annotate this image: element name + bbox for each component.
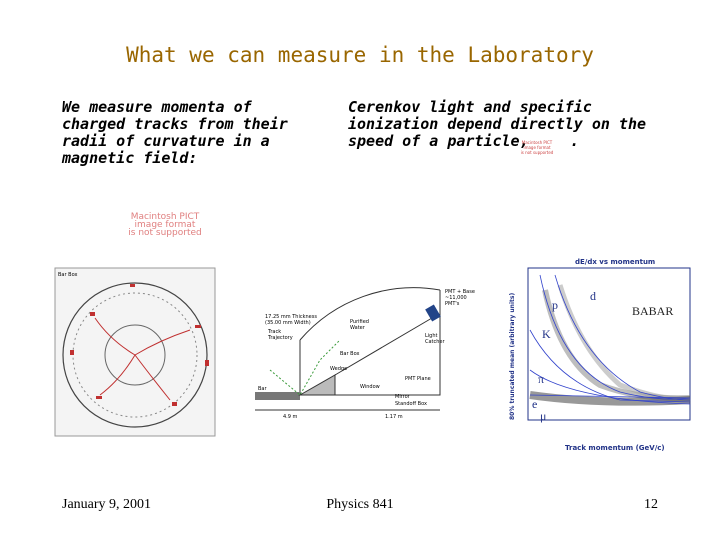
hits xyxy=(70,284,209,406)
text-line: speed of a particle, xyxy=(348,132,529,150)
large-placeholder: Macintosh PICT image format is not suppo… xyxy=(128,212,201,238)
placeholder-text: is not supported xyxy=(521,150,554,155)
footer-date: January 9, 2001 xyxy=(62,497,151,512)
dirc-diagram: PMT + Base ~11,000 PMT's Purified Water … xyxy=(255,287,475,420)
particle-label: π xyxy=(538,372,544,386)
label: ~11,000 xyxy=(445,295,467,301)
label: (35.00 mm Width) xyxy=(265,320,311,326)
footer-course: Physics 841 xyxy=(326,497,393,512)
light-path xyxy=(269,339,341,396)
particle-label: K xyxy=(542,327,551,341)
pmt-arm xyxy=(334,317,433,376)
particle-labels: p d K π e μ xyxy=(532,289,596,423)
placeholder-text: image format xyxy=(135,220,196,230)
label: Bar Box xyxy=(340,351,359,357)
label: 17.25 mm Thickness xyxy=(265,314,317,320)
pmt xyxy=(425,304,441,322)
particle-label: e xyxy=(532,397,537,411)
wedge xyxy=(298,374,336,396)
label: Light xyxy=(425,333,438,339)
band xyxy=(529,391,691,406)
placeholder-text: Macintosh PICT xyxy=(131,212,200,222)
label: Window xyxy=(360,384,380,390)
label: PMT Plane xyxy=(405,376,431,382)
outline xyxy=(299,290,441,396)
small-placeholder: Macintosh PICT image format is not suppo… xyxy=(521,140,554,155)
label: PMT + Base xyxy=(445,289,475,295)
text-line: We measure momenta of xyxy=(62,98,253,116)
detector-ring xyxy=(62,282,208,428)
event-display: Bar Box xyxy=(54,267,216,437)
detector-ring xyxy=(104,324,166,386)
label: Water xyxy=(350,325,366,331)
particle-label: μ xyxy=(540,409,546,423)
text-line: . xyxy=(570,132,579,150)
detector-ring xyxy=(72,292,198,418)
text-line: ionization depend directly on the xyxy=(348,115,646,133)
text-line: charged tracks from their xyxy=(62,115,288,133)
y-axis-label: 80% truncated mean (arbitrary units) xyxy=(509,293,516,420)
frame xyxy=(54,267,216,437)
label: Catcher xyxy=(425,339,446,345)
x-axis-label: Track momentum (GeV/c) xyxy=(565,444,665,452)
outline xyxy=(299,287,441,341)
left-text: We measure momenta of charged tracks fro… xyxy=(61,98,288,167)
particle-label: p xyxy=(552,298,558,312)
label: 1.17 m xyxy=(385,414,403,420)
label: Bar xyxy=(258,386,267,392)
label: Track xyxy=(267,329,281,335)
label: Trajectory xyxy=(267,335,293,341)
curves xyxy=(529,274,691,405)
bar xyxy=(255,392,300,400)
label: Standoff Box xyxy=(395,401,427,407)
slide-title: What we can measure in the Laboratory xyxy=(126,43,594,67)
footer-page: 12 xyxy=(644,497,658,512)
text-line: radii of curvature in a xyxy=(62,132,270,150)
placeholder-text: image format xyxy=(523,145,551,150)
label: Mirror xyxy=(395,394,411,400)
particle-label: d xyxy=(590,289,596,303)
brand: BABAR xyxy=(632,304,673,318)
label: 4.9 m xyxy=(283,414,298,420)
text-line: Cerenkov light and specific xyxy=(348,98,592,116)
tracks xyxy=(94,317,191,401)
text-line: magnetic field: xyxy=(61,149,197,167)
label: Purified xyxy=(350,319,369,325)
placeholder-text: Macintosh PICT xyxy=(522,140,553,145)
placeholder-text: is not supported xyxy=(128,228,201,238)
label: Wedge xyxy=(330,366,347,372)
label: Bar Box xyxy=(58,272,77,278)
right-text: Cerenkov light and specific ionization d… xyxy=(348,98,646,150)
plot-title: dE/dx vs momentum xyxy=(575,258,655,266)
label: PMT's xyxy=(445,301,460,307)
dedx-plot: dE/dx vs momentum p d K π e μ BABAR Trac… xyxy=(509,258,691,452)
footer: January 9, 2001 Physics 841 12 xyxy=(62,497,658,512)
